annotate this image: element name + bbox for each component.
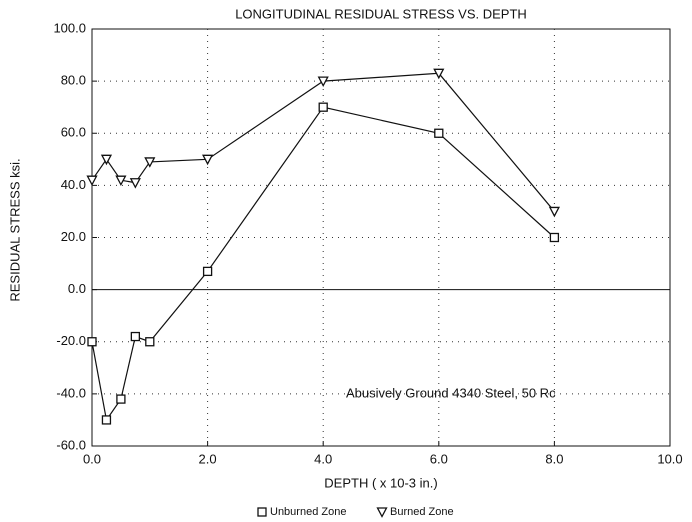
marker bbox=[115, 175, 127, 187]
y-axis-label: RESIDUAL STRESS ksi. bbox=[7, 158, 22, 301]
marker bbox=[101, 415, 112, 425]
marker bbox=[116, 394, 126, 404]
marker bbox=[100, 154, 113, 166]
x-axis-label: DEPTH ( x 10-3 in.) bbox=[324, 475, 437, 490]
x-tick-label: 8.0 bbox=[545, 451, 563, 466]
marker bbox=[86, 175, 98, 187]
chart-title: LONGITUDINAL RESIDUAL STRESS VS. DEPTH bbox=[235, 6, 527, 21]
marker bbox=[318, 102, 328, 112]
x-tick-label: 6.0 bbox=[430, 451, 448, 466]
marker bbox=[129, 178, 141, 189]
marker bbox=[433, 68, 445, 80]
y-tick-label: 40.0 bbox=[61, 177, 86, 192]
annotation: Abusively Ground 4340 Steel, 50 Rc bbox=[346, 385, 556, 400]
x-tick-label: 2.0 bbox=[199, 451, 217, 466]
legend-label: Unburned Zone bbox=[270, 506, 346, 518]
legend-marker bbox=[376, 507, 388, 518]
marker bbox=[548, 206, 560, 218]
y-tick-label: 100.0 bbox=[53, 20, 86, 35]
y-tick-label: -20.0 bbox=[56, 333, 86, 348]
marker bbox=[144, 157, 156, 168]
y-tick-label: 20.0 bbox=[61, 229, 86, 244]
x-tick-label: 0.0 bbox=[83, 451, 101, 466]
series-line bbox=[91, 72, 555, 212]
marker bbox=[317, 76, 329, 88]
y-tick-label: 60.0 bbox=[61, 125, 86, 140]
marker bbox=[130, 331, 141, 342]
legend-marker bbox=[257, 507, 267, 517]
marker bbox=[549, 232, 560, 243]
marker bbox=[145, 337, 155, 347]
marker bbox=[434, 128, 444, 138]
x-tick-label: 4.0 bbox=[314, 451, 332, 466]
y-tick-label: -60.0 bbox=[56, 437, 86, 452]
marker bbox=[87, 337, 97, 347]
y-tick-label: -40.0 bbox=[56, 385, 86, 400]
marker bbox=[202, 154, 214, 166]
marker bbox=[202, 266, 213, 277]
y-tick-label: 0.0 bbox=[68, 281, 86, 296]
x-tick-label: 10.0 bbox=[657, 451, 682, 466]
y-tick-label: 80.0 bbox=[61, 73, 86, 88]
legend-label: Burned Zone bbox=[390, 506, 454, 518]
